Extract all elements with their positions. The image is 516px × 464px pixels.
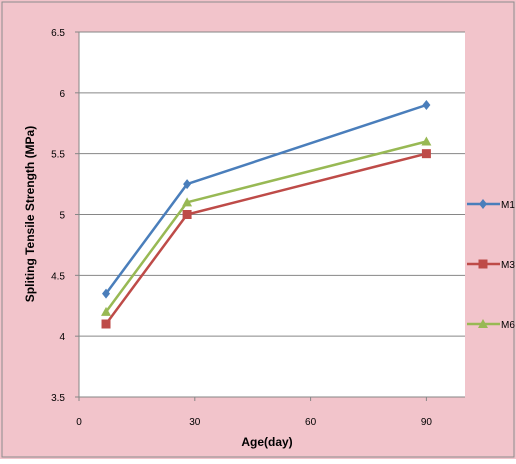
legend-label: M6 bbox=[501, 320, 515, 331]
legend-item: M3 bbox=[467, 259, 515, 271]
data-point bbox=[183, 179, 192, 190]
legend-label: M3 bbox=[501, 260, 515, 271]
series-m1 bbox=[102, 100, 431, 299]
data-point bbox=[421, 136, 432, 146]
y-tick-label: 5 bbox=[59, 211, 65, 222]
data-point bbox=[421, 149, 431, 159]
x-tick-label: 90 bbox=[421, 417, 433, 428]
y-tick-label: 3.5 bbox=[51, 393, 65, 404]
x-axis-title: Age(day) bbox=[241, 435, 292, 449]
y-tick-label: 4.5 bbox=[51, 271, 65, 282]
x-tick-label: 30 bbox=[189, 417, 201, 428]
data-point bbox=[101, 319, 111, 329]
series-m3 bbox=[101, 149, 431, 329]
legend-marker bbox=[479, 199, 487, 209]
y-tick-label: 4 bbox=[59, 332, 65, 343]
x-axis-ticks: 0 30 60 90 bbox=[76, 397, 432, 428]
legend-marker bbox=[478, 259, 488, 269]
legend-item: M6 bbox=[467, 319, 515, 331]
data-point bbox=[102, 288, 111, 299]
legend: M1 M3 M6 bbox=[467, 199, 515, 331]
y-axis-title: Spliting Tensile Strength (MPa) bbox=[23, 126, 37, 302]
data-point bbox=[422, 100, 431, 110]
legend-marker bbox=[478, 319, 488, 328]
legend-item: M1 bbox=[467, 199, 515, 211]
y-tick-label: 6 bbox=[59, 89, 65, 100]
y-tick-label: 6.5 bbox=[51, 28, 65, 39]
data-point bbox=[182, 210, 192, 219]
y-axis-ticks: 3.5 4 4.5 5 5.5 6 6.5 bbox=[51, 28, 79, 404]
legend-label: M1 bbox=[501, 200, 515, 211]
data-point bbox=[101, 306, 112, 316]
data-point bbox=[182, 197, 193, 207]
y-tick-label: 5.5 bbox=[51, 150, 65, 161]
x-tick-label: 60 bbox=[305, 417, 317, 428]
x-tick-label: 0 bbox=[76, 417, 82, 428]
series-m6 bbox=[101, 136, 432, 316]
series-group bbox=[101, 100, 432, 329]
